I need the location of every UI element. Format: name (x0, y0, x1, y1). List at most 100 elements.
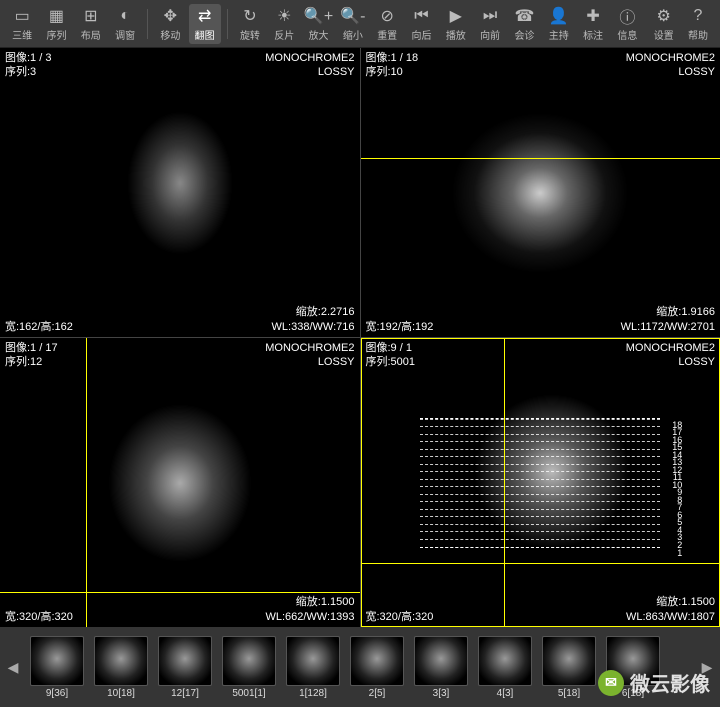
series-thumb[interactable]: 2[5] (348, 636, 406, 699)
overlay-bottom-right: 缩放:1.9166WL:1172/WW:2701 (621, 305, 715, 334)
watermark: ✉ 微云影像 (598, 668, 710, 697)
series-thumb[interactable]: 10[18] (92, 636, 150, 699)
overlay-top-left: 图像:9 / 1序列:5001 (366, 341, 416, 370)
thumb-label: 4[3] (497, 688, 514, 699)
thumb-label: 5[18] (558, 688, 580, 699)
tool-icon: ▭ (15, 6, 30, 26)
thumb-image (414, 636, 468, 686)
crosshair-horizontal (361, 563, 720, 564)
viewport-panel-3[interactable]: 181716151413121110987654321 图像:9 / 1序列:50… (361, 338, 720, 627)
thumb-image (478, 636, 532, 686)
series-thumb[interactable]: 3[3] (412, 636, 470, 699)
tool-label: 调窗 (115, 27, 135, 42)
tool-向前[interactable]: ⏭向前 (474, 4, 506, 44)
tool-序列[interactable]: ▦序列 (40, 4, 72, 44)
overlay-bottom-left: 宽:162/高:162 (5, 320, 73, 334)
overlay-bottom-left: 宽:320/高:320 (5, 610, 73, 624)
thumb-label: 1[128] (299, 688, 327, 699)
tool-设置[interactable]: ⚙设置 (648, 4, 680, 44)
tool-icon: ⓘ (619, 6, 635, 26)
tool-icon: ? (694, 6, 703, 26)
series-thumb[interactable]: 1[128] (284, 636, 342, 699)
series-thumb[interactable]: 5[18] (540, 636, 598, 699)
tool-移动[interactable]: ✥移动 (154, 4, 186, 44)
tool-会诊[interactable]: ☎会诊 (508, 4, 540, 44)
tool-帮助[interactable]: ?帮助 (682, 4, 714, 44)
tool-调窗[interactable]: ◐调窗 (109, 4, 141, 44)
series-thumb[interactable]: 5001[1] (220, 636, 278, 699)
thumb-image (286, 636, 340, 686)
thumb-label: 12[17] (171, 688, 199, 699)
main-toolbar: ▭三维▦序列⊞布局◐调窗✥移动⇄翻图↻旋转☀反片🔍+放大🔍-缩小⊘重置⏮向后▶播… (0, 0, 720, 48)
overlay-top-left: 图像:1 / 17序列:12 (5, 341, 58, 370)
crosshair-vertical (86, 338, 87, 627)
tool-icon: ⇄ (198, 6, 211, 26)
thumb-image (542, 636, 596, 686)
tool-label: 会诊 (514, 27, 534, 42)
thumb-image (222, 636, 276, 686)
tool-icon: ☀ (277, 6, 291, 26)
tool-label: 序列 (46, 27, 66, 42)
series-thumb[interactable]: 4[3] (476, 636, 534, 699)
thumb-image (158, 636, 212, 686)
tool-向后[interactable]: ⏮向后 (405, 4, 437, 44)
thumb-label: 5001[1] (232, 688, 265, 699)
tool-反片[interactable]: ☀反片 (268, 4, 300, 44)
overlay-bottom-left: 宽:192/高:192 (366, 320, 434, 334)
viewport-panel-1[interactable]: 图像:1 / 18序列:10 MONOCHROME2LOSSY 宽:192/高:19… (361, 48, 720, 337)
tool-label: 向前 (480, 27, 500, 42)
tool-label: 标注 (583, 27, 603, 42)
tool-icon: ⊞ (84, 6, 97, 26)
tool-icon: ☎ (514, 6, 534, 26)
overlay-top-right: MONOCHROME2LOSSY (626, 341, 715, 370)
scan-image (75, 373, 285, 593)
tool-icon: ↻ (243, 6, 256, 26)
tool-信息[interactable]: ⓘ信息 (611, 4, 643, 44)
crosshair-horizontal (361, 158, 720, 159)
series-thumb[interactable]: 9[36] (28, 636, 86, 699)
tool-缩小[interactable]: 🔍-缩小 (337, 4, 369, 44)
tool-icon: ▦ (49, 6, 64, 26)
viewport-panel-0[interactable]: 图像:1 / 3序列:3MONOCHROME2LOSSY宽:162/高:162缩… (0, 48, 360, 337)
thumb-image (94, 636, 148, 686)
overlay-top-left: 图像:1 / 18序列:10 (366, 51, 419, 80)
overlay-top-right: MONOCHROME2LOSSY (265, 51, 354, 80)
overlay-bottom-right: 缩放:1.1500WL:662/WW:1393 (265, 595, 354, 624)
tool-三维[interactable]: ▭三维 (6, 4, 38, 44)
tool-label: 移动 (160, 27, 180, 42)
wechat-icon: ✉ (598, 670, 624, 696)
viewport-panel-2[interactable]: 图像:1 / 17序列:12MONOCHROME2LOSSY宽:320/高:32… (0, 338, 360, 627)
overlay-top-right: MONOCHROME2LOSSY (626, 51, 715, 80)
scan-image (100, 93, 260, 293)
tool-label: 翻图 (195, 27, 215, 42)
tool-icon: ✚ (586, 6, 599, 26)
tool-label: 播放 (446, 27, 466, 42)
crosshair-horizontal (0, 592, 360, 593)
tool-icon: ⊘ (380, 6, 393, 26)
tool-label: 旋转 (240, 27, 260, 42)
overlay-bottom-right: 缩放:2.2716WL:338/WW:716 (272, 305, 355, 334)
tool-标注[interactable]: ✚标注 (577, 4, 609, 44)
image-viewport: 图像:1 / 3序列:3MONOCHROME2LOSSY宽:162/高:162缩… (0, 48, 720, 627)
overlay-bottom-left: 宽:320/高:320 (366, 610, 434, 624)
tool-label: 缩小 (343, 27, 363, 42)
tool-label: 主持 (549, 27, 569, 42)
series-thumb[interactable]: 12[17] (156, 636, 214, 699)
tool-播放[interactable]: ▶播放 (440, 4, 472, 44)
watermark-text: 微云影像 (630, 668, 710, 697)
tool-翻图[interactable]: ⇄翻图 (189, 4, 221, 44)
tool-icon: ✥ (164, 6, 177, 26)
tool-label: 重置 (377, 27, 397, 42)
tool-label: 信息 (617, 27, 637, 42)
tool-icon: ▶ (450, 6, 462, 26)
tool-icon: ⏭ (483, 6, 497, 26)
tool-主持[interactable]: 👤主持 (543, 4, 575, 44)
tool-放大[interactable]: 🔍+放大 (302, 4, 334, 44)
thumb-label: 10[18] (107, 688, 135, 699)
tool-重置[interactable]: ⊘重置 (371, 4, 403, 44)
tool-布局[interactable]: ⊞布局 (75, 4, 107, 44)
tool-icon: ◐ (120, 6, 130, 26)
thumb-prev-arrow[interactable]: ◀ (4, 637, 22, 697)
slice-grid: 181716151413121110987654321 (420, 418, 660, 548)
tool-旋转[interactable]: ↻旋转 (234, 4, 266, 44)
